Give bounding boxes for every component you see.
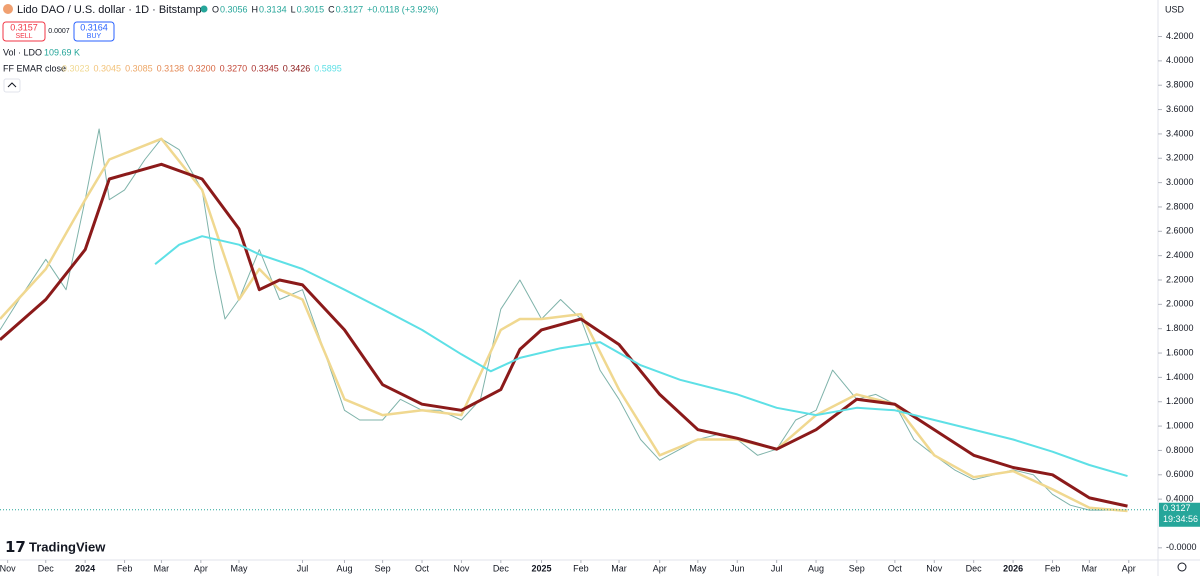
ohlc-value: 0.3056 (220, 4, 248, 14)
x-tick-label: May (689, 563, 707, 573)
brand-mark: 𝟭𝟳 (5, 539, 26, 556)
axis-unit: USD (1165, 4, 1185, 14)
y-tick-label: 1.0000 (1166, 420, 1194, 430)
ohlc-key: C (328, 4, 335, 14)
x-tick-label: Feb (573, 563, 589, 573)
y-tick-label: 2.6000 (1166, 226, 1194, 236)
x-tick-label: Oct (415, 563, 430, 573)
indicator-value: 0.3138 (157, 63, 185, 73)
indicator-value: 0.3426 (283, 63, 311, 73)
indicator-value: 0.3200 (188, 63, 216, 73)
last-price-label: 0.3127 (1163, 503, 1191, 513)
x-tick-label: Aug (808, 563, 824, 573)
series-line (0, 162, 1128, 508)
x-tick-label: Apr (1122, 563, 1136, 573)
indicator-value: 0.3045 (94, 63, 122, 73)
x-tick-label: Feb (1045, 563, 1061, 573)
y-tick-label: 3.6000 (1166, 104, 1194, 114)
x-tick-label: Nov (0, 563, 16, 573)
y-tick-label: 2.2000 (1166, 274, 1194, 284)
x-tick-label: Jun (730, 563, 745, 573)
x-tick-label: Dec (38, 563, 55, 573)
sell-label: SELL (15, 33, 32, 40)
indicator-label: FF EMAR close (3, 63, 66, 73)
x-tick-label: Dec (966, 563, 983, 573)
ohlc-value: 0.3015 (297, 4, 325, 14)
y-tick-label: 1.2000 (1166, 396, 1194, 406)
x-tick-label: Mar (1082, 563, 1098, 573)
indicator-value: 0.3085 (125, 63, 153, 73)
x-tick-label: Feb (117, 563, 133, 573)
sell-button[interactable] (2, 21, 46, 42)
header: Lido DAO / U.S. dollar · 1D · Bitstamp 0… (2, 4, 439, 93)
brand-logo: 𝟭𝟳 TradingView (5, 539, 106, 556)
indicator-value: 0.3345 (251, 63, 279, 73)
indicator-value: 0.3270 (220, 63, 248, 73)
ohlc-value: 0.3134 (259, 4, 287, 14)
x-tick-label: 2025 (531, 563, 551, 573)
x-tick-label: Jul (771, 563, 783, 573)
collapse-button[interactable] (3, 78, 21, 93)
ohlc-value: 0.3127 (336, 4, 364, 14)
y-tick-label: 3.0000 (1166, 177, 1194, 187)
y-tick-label: 2.8000 (1166, 201, 1194, 211)
y-tick-label: 4.0000 (1166, 55, 1194, 65)
x-tick-label: May (230, 563, 248, 573)
ohlc-key: L (291, 4, 296, 14)
buy-price: 0.3164 (80, 22, 108, 32)
settings-icon[interactable] (1177, 562, 1187, 572)
last-price-badge (1159, 502, 1200, 527)
sell-price: 0.3157 (10, 22, 38, 32)
plot-area (0, 128, 1158, 513)
x-tick-label: Sep (375, 563, 391, 573)
buy-label: BUY (87, 33, 102, 40)
y-tick-label: 4.2000 (1166, 31, 1194, 41)
spread: 0.0007 (48, 28, 70, 35)
x-tick-label: Oct (888, 563, 903, 573)
y-tick-label: 0.4000 (1166, 494, 1194, 504)
ohlc-key: H (252, 4, 259, 14)
y-tick-label: -0.0000 (1166, 542, 1197, 552)
ohlc-key: O (212, 4, 219, 14)
indicator-value: 0.3023 (62, 63, 90, 73)
volume-label: Vol · LDO (3, 47, 42, 57)
brand-name: TradingView (29, 539, 106, 554)
price-change: +0.0118 (+3.92%) (367, 4, 438, 14)
countdown: 19:34:56 (1163, 514, 1198, 524)
y-tick-label: 0.8000 (1166, 445, 1194, 455)
y-tick-label: 1.8000 (1166, 323, 1194, 333)
y-tick-label: 2.0000 (1166, 299, 1194, 309)
coin-icon (3, 4, 13, 14)
y-tick-label: 2.4000 (1166, 250, 1194, 260)
x-tick-label: 2024 (75, 563, 95, 573)
x-tick-label: Jul (297, 563, 309, 573)
y-tick-label: 1.4000 (1166, 372, 1194, 382)
x-tick-label: 2026 (1003, 563, 1023, 573)
series-line (0, 137, 1128, 513)
buy-button[interactable] (73, 21, 115, 42)
x-tick-label: Aug (336, 563, 352, 573)
series-line (154, 235, 1128, 478)
x-tick-label: Apr (194, 563, 208, 573)
x-tick-label: Mar (154, 563, 170, 573)
x-tick-label: Sep (849, 563, 865, 573)
x-tick-label: Dec (493, 563, 510, 573)
status-dot (200, 5, 208, 13)
y-tick-label: 3.2000 (1166, 153, 1194, 163)
y-tick-label: 3.4000 (1166, 128, 1194, 138)
x-tick-label: Nov (926, 563, 943, 573)
y-tick-label: 1.6000 (1166, 347, 1194, 357)
symbol-title: Lido DAO / U.S. dollar · 1D · Bitstamp (17, 4, 202, 16)
collapse-icon (7, 82, 17, 88)
x-tick-label: Apr (653, 563, 667, 573)
indicator-value: 0.5895 (314, 63, 342, 73)
volume-value: 109.69 K (44, 47, 80, 57)
x-tick-label: Mar (611, 563, 627, 573)
y-tick-label: 3.8000 (1166, 80, 1194, 90)
x-tick-label: Nov (453, 563, 470, 573)
y-tick-label: 0.6000 (1166, 469, 1194, 479)
